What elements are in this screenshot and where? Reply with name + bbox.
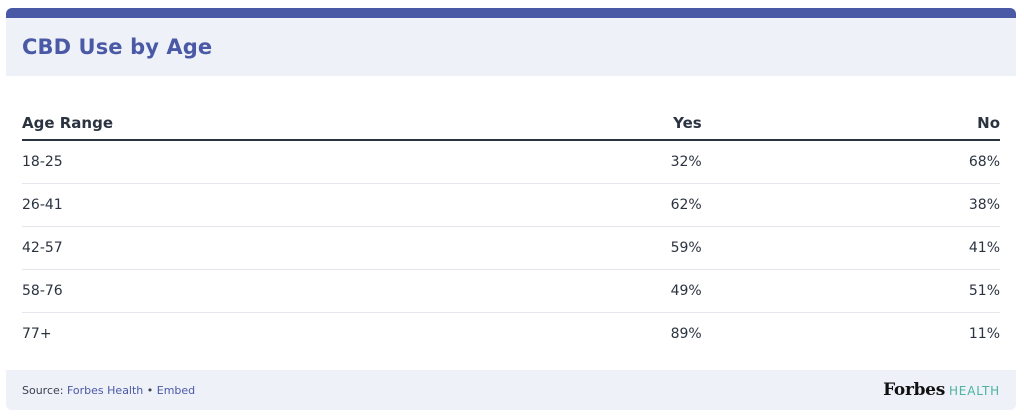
forbes-health-logo: Forbes HEALTH — [883, 380, 1000, 400]
data-table: Age Range Yes No 18-25 32% 68% 26-41 62%… — [22, 106, 1000, 355]
cell-yes: 32% — [608, 140, 702, 184]
cell-no: 38% — [701, 183, 1000, 227]
cell-age-range: 26-41 — [22, 183, 609, 227]
chart-card: CBD Use by Age Age Range Yes No 18-25 32… — [6, 8, 1016, 410]
source-link[interactable]: Forbes Health — [66, 383, 144, 397]
source-label: Source: — [22, 383, 67, 397]
source-separator: • — [143, 383, 157, 397]
brand-forbes: Forbes — [883, 380, 945, 400]
column-header-age-range[interactable]: Age Range — [22, 106, 609, 141]
cell-yes: 62% — [608, 183, 702, 227]
cell-no: 51% — [701, 269, 1000, 313]
brand-health: HEALTH — [948, 384, 1000, 398]
cell-age-range: 18-25 — [22, 140, 609, 184]
chart-header: CBD Use by Age — [6, 18, 1016, 76]
cell-no: 41% — [701, 226, 1000, 270]
column-header-yes[interactable]: Yes — [608, 106, 702, 141]
table-header-row: Age Range Yes No — [22, 106, 1000, 141]
data-table-wrap: Age Range Yes No 18-25 32% 68% 26-41 62%… — [22, 106, 1000, 355]
chart-title: CBD Use by Age — [22, 35, 213, 59]
table-row: 18-25 32% 68% — [22, 140, 1000, 184]
cell-age-range: 58-76 — [22, 269, 609, 313]
column-header-no[interactable]: No — [701, 106, 1000, 141]
cell-age-range: 77+ — [22, 326, 52, 342]
source-line: Source: Forbes Health • Embed — [22, 384, 195, 397]
table-row: 77+ 89% 11% — [22, 313, 1000, 356]
chart-footer: Source: Forbes Health • Embed Forbes HEA… — [6, 370, 1016, 410]
accent-bar — [6, 8, 1016, 18]
cell-yes: 89% — [670, 326, 702, 342]
table-row: 42-57 59% 41% — [22, 226, 1000, 270]
table-row: 26-41 62% 38% — [22, 183, 1000, 227]
cell-yes: 59% — [608, 226, 702, 270]
cell-yes: 49% — [608, 269, 702, 313]
embed-link[interactable]: Embed — [156, 383, 196, 397]
table-row: 58-76 49% 51% — [22, 269, 1000, 313]
cell-no: 11% — [968, 326, 1000, 342]
cell-age-range: 42-57 — [22, 226, 609, 270]
cell-no: 68% — [701, 140, 1000, 184]
